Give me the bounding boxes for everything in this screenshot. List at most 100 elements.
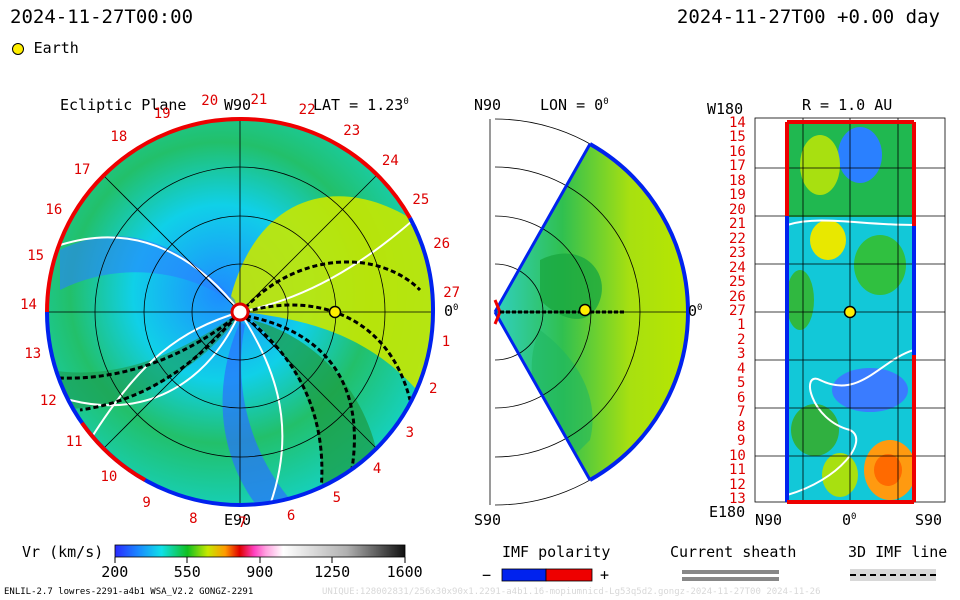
meridional-right-degree: 0 bbox=[697, 303, 703, 313]
colorbar-label: Vr (km/s) bbox=[22, 543, 104, 561]
r1au-x-mid-value: 0 bbox=[842, 511, 852, 529]
rotation-number: 7 bbox=[238, 514, 247, 531]
ecliptic-right-degree: 0 bbox=[453, 303, 459, 313]
left-timestamp: 2024-11-27T00:00 bbox=[10, 6, 194, 28]
ecliptic-lat-label: LAT = 1.230 bbox=[313, 96, 409, 114]
meridional-right-label: 00 bbox=[688, 302, 702, 320]
r1au-y-label: 14 bbox=[729, 115, 746, 131]
rotation-number: 6 bbox=[286, 507, 296, 524]
rotation-number: 5 bbox=[332, 489, 342, 506]
r1au-y-label: 27 bbox=[729, 303, 746, 319]
r1au-y-label: 16 bbox=[729, 143, 746, 160]
rotation-number: 19 bbox=[153, 105, 171, 122]
current-sheath-legend bbox=[682, 570, 779, 581]
earth-legend: Earth bbox=[12, 38, 79, 57]
meridional-bottom-label: S90 bbox=[474, 511, 502, 529]
earth-legend-label: Earth bbox=[33, 39, 79, 57]
rotation-number: 10 bbox=[100, 469, 118, 486]
sun-icon bbox=[230, 302, 250, 322]
ecliptic-right-value: 0 bbox=[444, 302, 454, 320]
current-sheath-title: Current sheath bbox=[670, 543, 797, 561]
r1au-y-label: 1 bbox=[737, 317, 746, 334]
rotation-number: 24 bbox=[381, 153, 399, 170]
r1au-y-label: 18 bbox=[729, 172, 746, 189]
imf-plus-label: + bbox=[600, 566, 610, 584]
rotation-number: 17 bbox=[73, 162, 91, 179]
lat-degree: 0 bbox=[403, 97, 409, 107]
rotation-number: 21 bbox=[250, 91, 268, 108]
rotation-number: 2 bbox=[429, 381, 438, 398]
r1au-bottom-left-label: E180 bbox=[709, 503, 746, 521]
r1au-y-label: 19 bbox=[729, 187, 746, 204]
rotation-number: 3 bbox=[405, 424, 415, 441]
r1au-y-label: 2 bbox=[737, 331, 746, 348]
imf-line-legend bbox=[850, 569, 936, 581]
meridional-polarity-arc bbox=[589, 142, 690, 482]
earth-marker-meridional bbox=[578, 303, 592, 317]
r1au-x-left: N90 bbox=[755, 511, 783, 529]
footer-right: UNIQUE:128002831/256x30x90x1.2291-a4b1.1… bbox=[322, 587, 821, 597]
r1au-y-label: 12 bbox=[729, 476, 746, 493]
ecliptic-bottom-label: E90 bbox=[224, 511, 252, 529]
r1au-y-label: 5 bbox=[737, 375, 746, 392]
rotation-number: 27 bbox=[443, 284, 461, 301]
colorbar-tick-label: 550 bbox=[173, 563, 201, 581]
r1au-y-label: 21 bbox=[729, 216, 746, 233]
r1au-y-label: 26 bbox=[729, 288, 746, 305]
r1au-panel bbox=[754, 117, 946, 504]
rotation-number: 1 bbox=[441, 333, 451, 350]
r1au-y-label: 11 bbox=[729, 462, 746, 479]
r1au-x-right: S90 bbox=[915, 511, 943, 529]
earth-marker-r1au bbox=[843, 305, 857, 319]
rotation-number: 14 bbox=[20, 296, 37, 313]
earth-marker-icon bbox=[12, 42, 24, 55]
rotation-number: 15 bbox=[27, 248, 45, 265]
r1au-y-label: 20 bbox=[729, 201, 746, 218]
ecliptic-plane-panel bbox=[45, 116, 436, 507]
meridional-lon-label: LON = 00 bbox=[540, 96, 609, 114]
r1au-y-label: 7 bbox=[737, 404, 746, 421]
r1au-title: R = 1.0 AU bbox=[802, 96, 893, 114]
r1au-y-label: 17 bbox=[729, 158, 746, 175]
colorbar-gradient bbox=[114, 544, 406, 558]
imf-negative-swatch bbox=[501, 568, 547, 582]
lon-degree: 0 bbox=[603, 97, 609, 107]
rotation-number: 11 bbox=[65, 434, 83, 451]
r1au-x-mid-degree: 0 bbox=[851, 512, 857, 522]
r1au-y-label: 24 bbox=[729, 259, 746, 276]
r1au-y-label: 4 bbox=[737, 360, 746, 377]
rotation-number: 25 bbox=[412, 191, 430, 208]
footer-left: ENLIL-2.7 lowres-2291-a4b1 WSA_V2.2 GONG… bbox=[4, 587, 254, 597]
r1au-top-left-label: W180 bbox=[707, 100, 744, 118]
imf-polarity-title: IMF polarity bbox=[502, 543, 611, 561]
right-timestamp: 2024-11-27T00 +0.00 day bbox=[676, 6, 940, 28]
colorbar-tick-label: 200 bbox=[101, 563, 129, 581]
earth-marker-ecliptic bbox=[328, 305, 342, 319]
meridional-top-label: N90 bbox=[474, 96, 502, 114]
colorbar-tick-label: 1250 bbox=[314, 563, 351, 581]
colorbar-tick-label: 1600 bbox=[386, 563, 423, 581]
ecliptic-top-label: W90 bbox=[224, 96, 252, 114]
rotation-number: 18 bbox=[110, 129, 128, 146]
rotation-number: 13 bbox=[24, 345, 42, 362]
imf-polarity-legend bbox=[501, 568, 593, 582]
meridional-panel bbox=[489, 118, 690, 506]
r1au-y-label: 22 bbox=[729, 230, 746, 247]
imf-minus-label: − bbox=[482, 566, 492, 584]
lon-value: LON = 0 bbox=[540, 96, 604, 114]
rotation-number: 16 bbox=[45, 202, 63, 219]
ecliptic-title: Ecliptic Plane bbox=[60, 96, 187, 114]
colorbar bbox=[114, 544, 406, 563]
meridional-right-value: 0 bbox=[688, 302, 698, 320]
r1au-y-label: 15 bbox=[729, 129, 746, 146]
r1au-y-label: 9 bbox=[737, 433, 746, 450]
imf-line-title: 3D IMF line bbox=[848, 543, 948, 561]
rotation-number: 26 bbox=[433, 236, 451, 253]
r1au-y-label: 8 bbox=[737, 418, 746, 435]
r1au-y-label: 25 bbox=[729, 274, 746, 291]
rotation-number: 23 bbox=[343, 122, 361, 139]
rotation-number: 4 bbox=[372, 461, 382, 478]
rotation-number: 22 bbox=[298, 101, 316, 118]
ecliptic-polarity-ring bbox=[45, 116, 436, 507]
